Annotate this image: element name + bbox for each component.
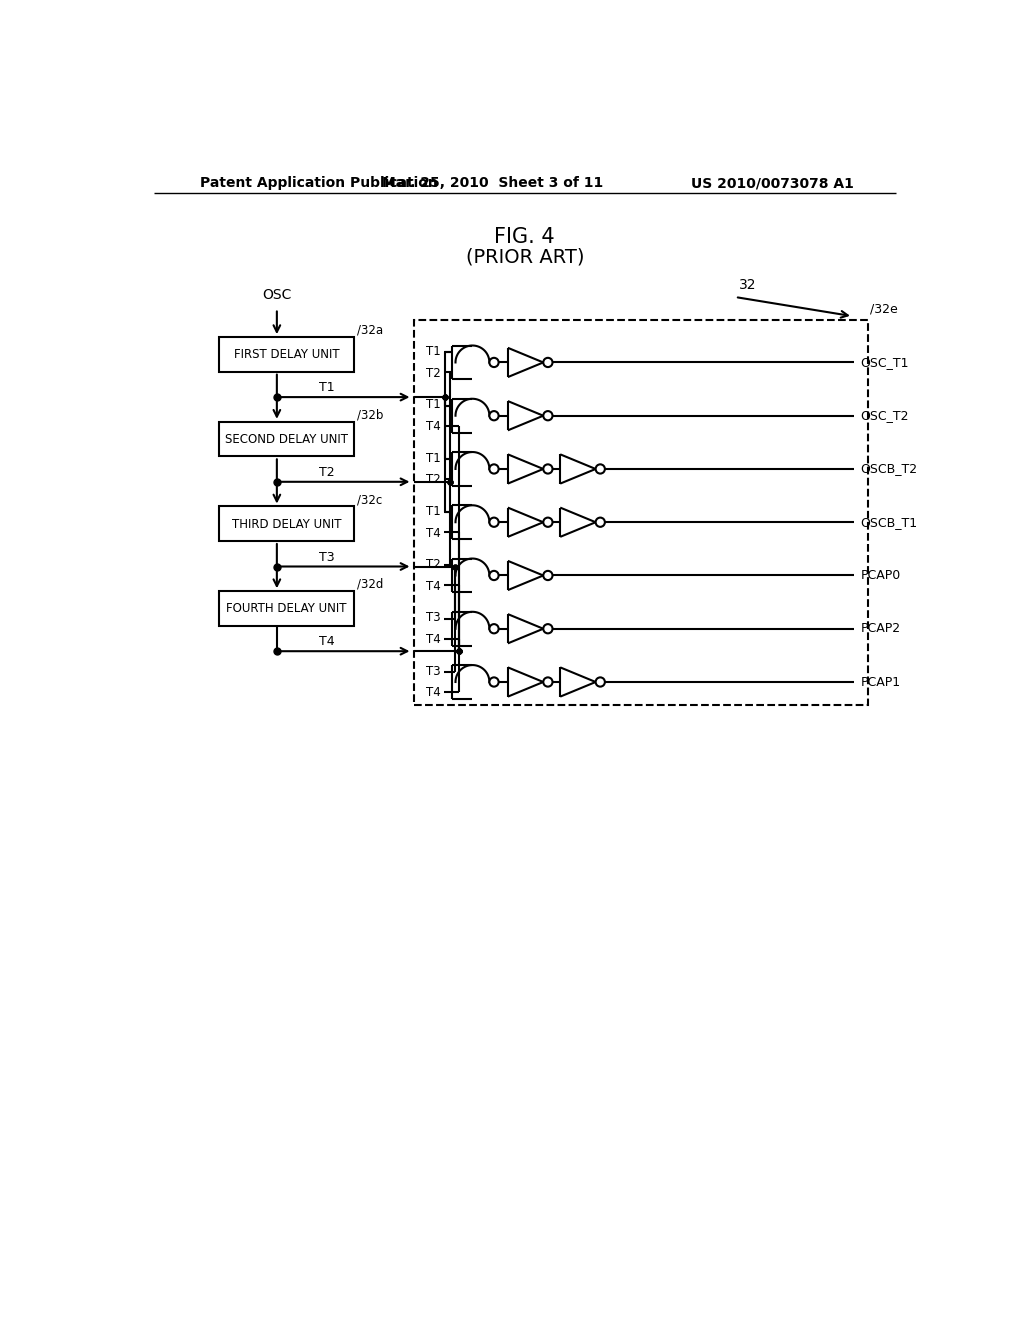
Circle shape — [489, 624, 499, 634]
Circle shape — [544, 570, 553, 579]
Bar — [219, 591, 354, 626]
Text: T1: T1 — [426, 399, 441, 412]
Text: T4: T4 — [426, 579, 441, 593]
Text: OSC_T2: OSC_T2 — [860, 409, 909, 422]
Circle shape — [596, 677, 605, 686]
Text: T4: T4 — [426, 527, 441, 540]
Text: T3: T3 — [426, 611, 441, 624]
Circle shape — [544, 465, 553, 474]
Bar — [414, 321, 868, 705]
Text: /32a: /32a — [357, 323, 383, 337]
Text: FIG. 4: FIG. 4 — [495, 227, 555, 247]
Circle shape — [544, 411, 553, 420]
Text: OSCB_T2: OSCB_T2 — [860, 462, 918, 475]
Text: T1: T1 — [426, 451, 441, 465]
Text: T3: T3 — [319, 550, 335, 564]
Text: T2: T2 — [426, 474, 441, 486]
Circle shape — [596, 517, 605, 527]
Text: /32d: /32d — [357, 578, 383, 591]
Text: T1: T1 — [426, 345, 441, 358]
Bar — [219, 422, 354, 457]
Circle shape — [544, 517, 553, 527]
Text: SECOND DELAY UNIT: SECOND DELAY UNIT — [225, 433, 348, 446]
Text: T2: T2 — [426, 558, 441, 572]
Circle shape — [596, 465, 605, 474]
Text: FIRST DELAY UNIT: FIRST DELAY UNIT — [233, 348, 339, 362]
Text: Patent Application Publication: Patent Application Publication — [200, 176, 437, 190]
Text: OSC: OSC — [262, 288, 292, 302]
Text: US 2010/0073078 A1: US 2010/0073078 A1 — [691, 176, 854, 190]
Text: PCAP2: PCAP2 — [860, 622, 901, 635]
Circle shape — [489, 411, 499, 420]
Circle shape — [544, 624, 553, 634]
Text: OSCB_T1: OSCB_T1 — [860, 516, 918, 529]
Text: (PRIOR ART): (PRIOR ART) — [466, 247, 584, 267]
Text: T1: T1 — [426, 506, 441, 517]
Circle shape — [489, 465, 499, 474]
Text: T4: T4 — [319, 635, 335, 648]
Text: OSC_T1: OSC_T1 — [860, 356, 909, 370]
Text: THIRD DELAY UNIT: THIRD DELAY UNIT — [231, 517, 341, 531]
Text: T4: T4 — [426, 634, 441, 645]
Text: PCAP1: PCAP1 — [860, 676, 901, 689]
Text: PCAP0: PCAP0 — [860, 569, 901, 582]
Text: T4: T4 — [426, 420, 441, 433]
Circle shape — [544, 358, 553, 367]
Text: T2: T2 — [426, 367, 441, 380]
Text: /32c: /32c — [357, 492, 382, 506]
Text: T3: T3 — [426, 665, 441, 677]
Text: /32b: /32b — [357, 408, 383, 421]
Bar — [219, 337, 354, 372]
Circle shape — [489, 677, 499, 686]
Text: T4: T4 — [426, 686, 441, 700]
Text: /32e: /32e — [869, 302, 897, 315]
Circle shape — [489, 517, 499, 527]
Circle shape — [489, 570, 499, 579]
Text: 32: 32 — [739, 279, 757, 293]
Text: Mar. 25, 2010  Sheet 3 of 11: Mar. 25, 2010 Sheet 3 of 11 — [382, 176, 603, 190]
Text: T1: T1 — [319, 381, 335, 395]
Circle shape — [489, 358, 499, 367]
Bar — [219, 507, 354, 541]
Text: FOURTH DELAY UNIT: FOURTH DELAY UNIT — [226, 602, 347, 615]
Circle shape — [544, 677, 553, 686]
Text: T2: T2 — [319, 466, 335, 479]
